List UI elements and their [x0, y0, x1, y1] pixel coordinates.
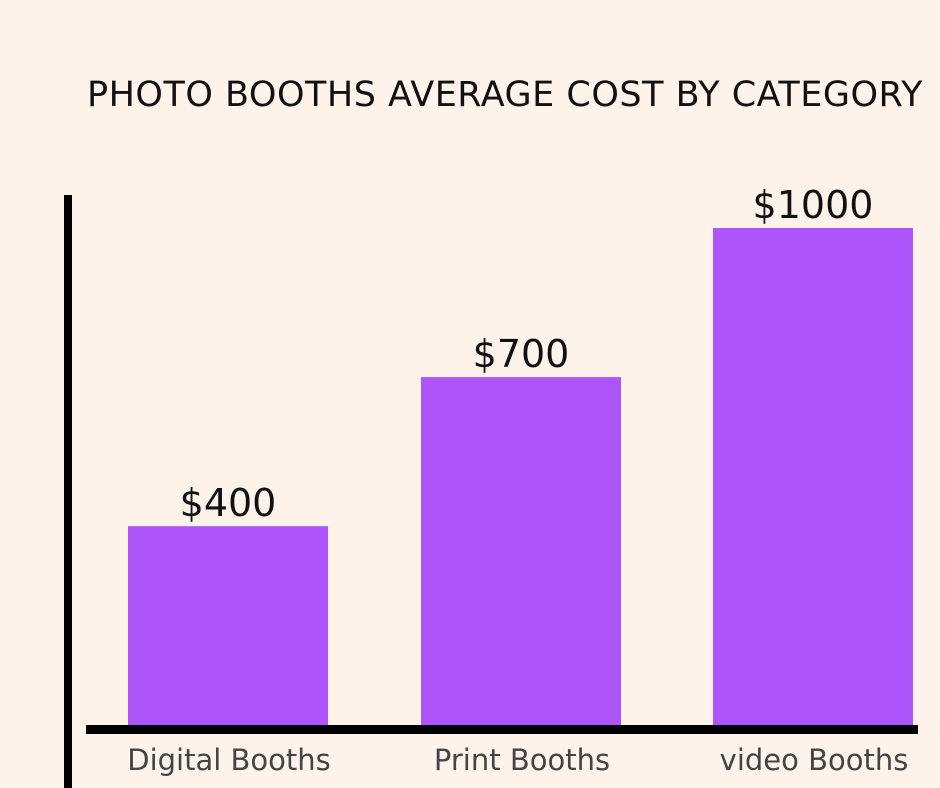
x-tick-label-2: Print Booths — [434, 743, 610, 777]
chart-title: PHOTO BOOTHS AVERAGE COST BY CATEGORY — [86, 75, 923, 115]
data-label-1: $400 — [180, 481, 277, 525]
bar-1 — [128, 526, 328, 725]
data-label-2: $700 — [473, 332, 570, 376]
data-label-3: $1000 — [753, 183, 874, 227]
x-tick-label-1: Digital Booths — [127, 743, 331, 777]
y-axis-line — [64, 195, 72, 788]
x-axis-line — [86, 725, 918, 734]
bar-2 — [421, 377, 621, 725]
bar-3 — [713, 228, 913, 725]
x-tick-label-3: video Booths — [720, 743, 909, 777]
